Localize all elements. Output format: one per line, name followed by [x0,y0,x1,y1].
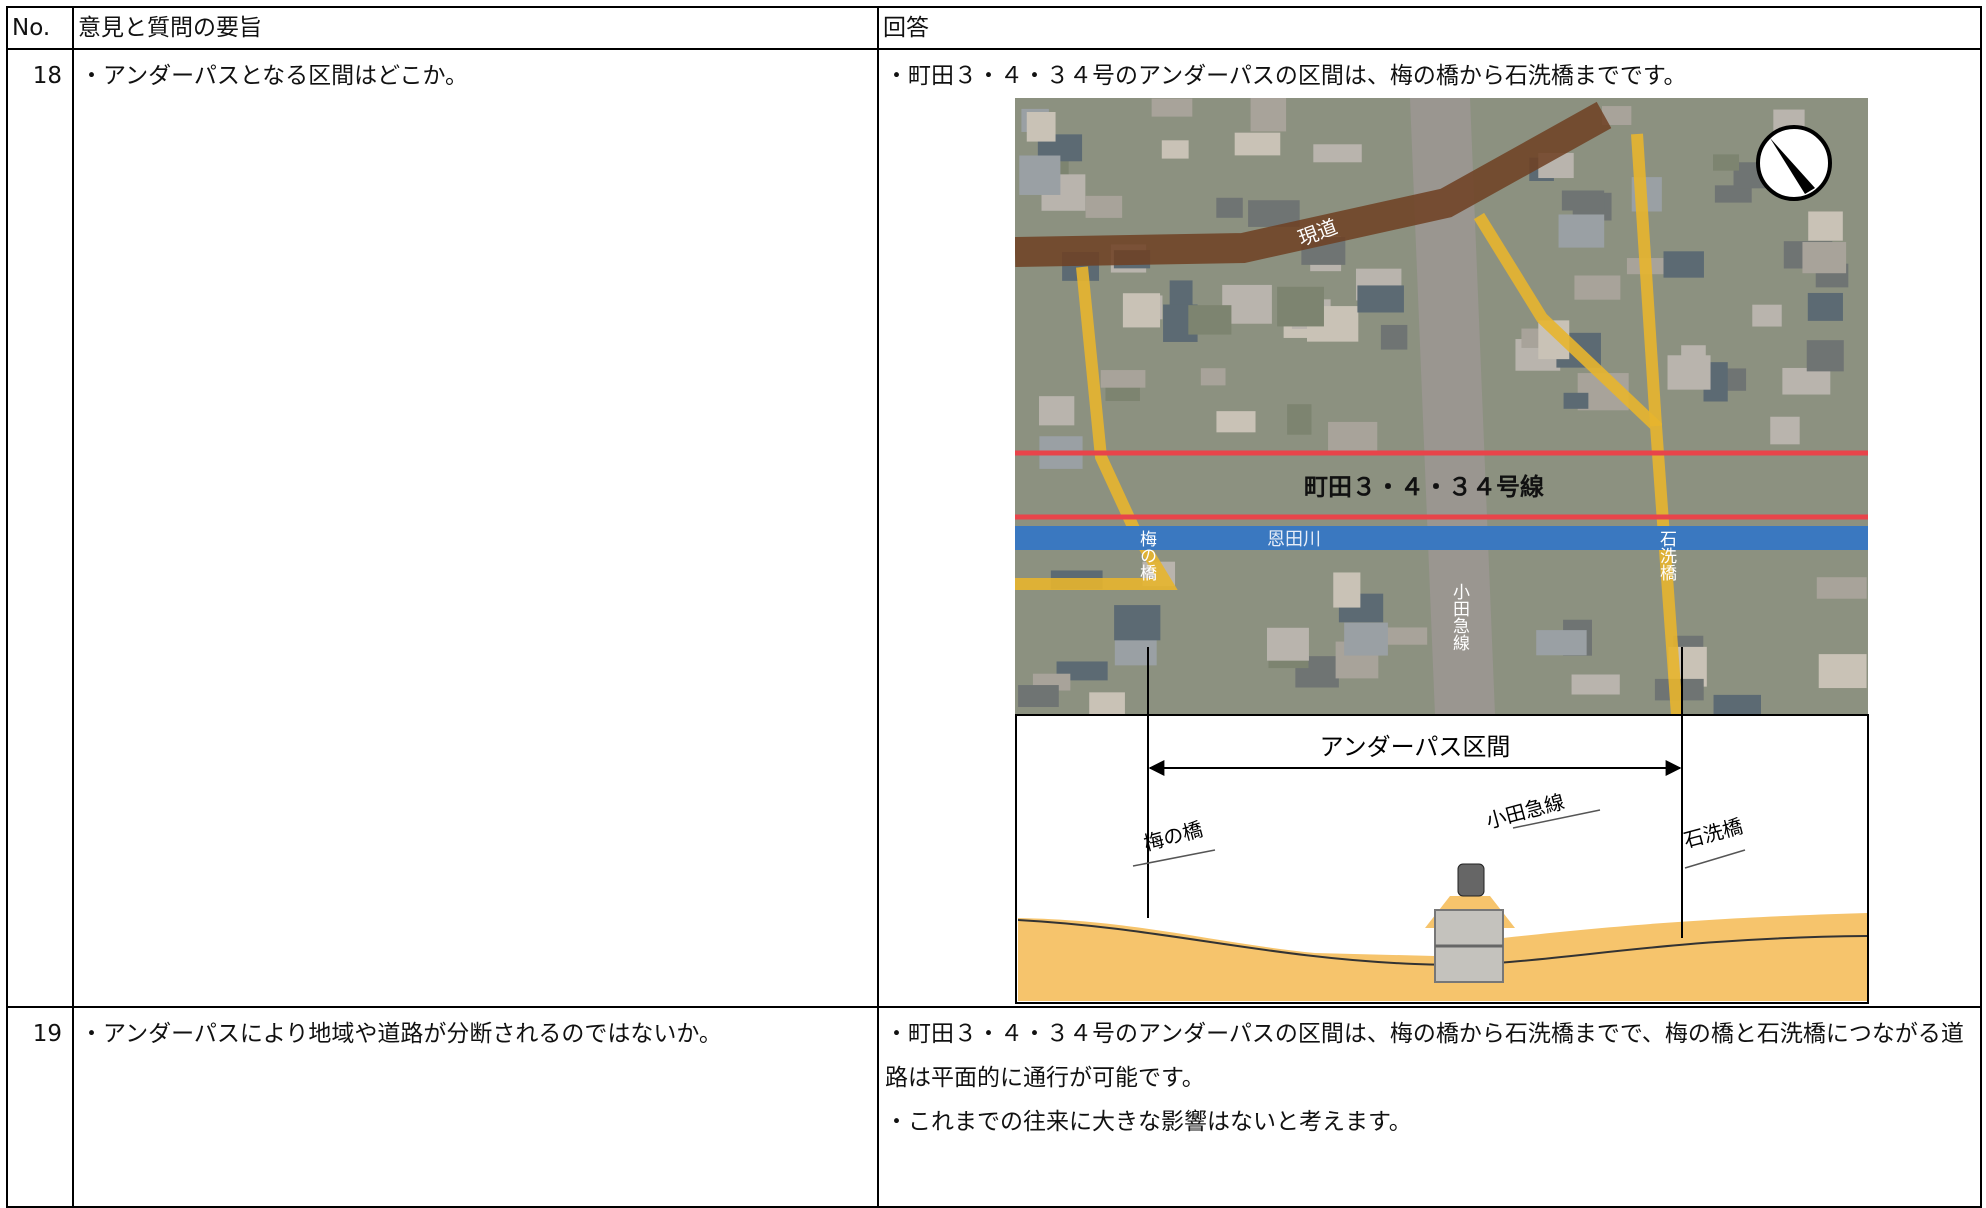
header-cell: No. [6,6,74,50]
rooftop [1085,195,1123,218]
question: ・アンダーパスとなる区間はどこか。 [72,48,879,1008]
rooftop [1713,154,1740,171]
rooftop [1601,106,1632,125]
rooftop [1802,242,1847,274]
rooftop [1277,286,1324,327]
row-number: 19 [6,1006,74,1208]
railway-track [1410,98,1495,715]
rooftop [1536,630,1587,656]
rooftop [1287,404,1312,435]
rooftop [1344,622,1388,656]
rooftop [1333,572,1361,608]
rooftop [1571,674,1620,695]
rooftop [1357,285,1404,313]
rooftop [1313,144,1362,163]
header-row: No. 意見と質問の要旨 回答 [6,6,1982,50]
row: 19 ・アンダーパスにより地域や道路が分断されるのではないか。 ・町田３・４・３… [6,1006,1982,1208]
rooftop [1026,111,1056,142]
rooftop [1019,155,1061,195]
bridge-label: 梅の橋 [1136,530,1157,582]
rooftop [1328,421,1378,451]
rooftop [1667,355,1711,390]
rooftop [1216,411,1256,433]
river-label: 恩田川 [1267,529,1321,550]
rooftop [1105,384,1140,402]
rooftop [1161,140,1189,159]
rooftop [1818,654,1867,689]
header-cell: 意見と質問の要旨 [72,6,879,50]
figure: 現道 町田３・４・３４号線 恩田川 梅の橋 石洗橋 小田急線 アンダーパス区間 … [1015,98,1869,1004]
rooftop [1807,292,1843,321]
local-road [1473,212,1683,716]
rooftop [1216,197,1243,218]
river [1015,526,1868,550]
rooftop [1114,637,1157,666]
rooftop [1782,367,1831,395]
rooftop [1563,392,1589,409]
rooftop [1558,214,1605,248]
answer-line: ・これまでの往来に大きな影響はないと考えます。 [885,1109,1412,1135]
row-number: 18 [6,48,74,1008]
answer-line: ・町田３・４・３４号のアンダーパスの区間は、梅の橋から石洗橋までです。 [885,63,1687,89]
compass [1756,125,1832,201]
railway-label: 小田急線 [1449,583,1470,651]
rooftop [1100,370,1146,388]
rooftop [1770,416,1800,445]
rooftop [1714,185,1752,203]
rooftop [1574,275,1621,300]
rooftop [1663,251,1704,278]
rooftop [1234,132,1281,156]
rooftop [1122,293,1161,328]
rooftop [1808,211,1843,241]
answer-line: ・町田３・４・３４号のアンダーパスの区間は、梅の橋から石洗橋までで、梅の橋と石洗… [885,1021,1964,1091]
rooftop [1039,396,1075,426]
answer: ・町田３・４・３４号のアンダーパスの区間は、梅の橋から石洗橋までで、梅の橋と石洗… [877,1006,1982,1208]
header-cell: 回答 [877,6,1982,50]
route-label: 町田３・４・３４号線 [1304,473,1544,501]
rooftop [1752,304,1782,327]
bridge-label: 石洗橋 [1656,530,1677,582]
rooftop [1018,685,1059,708]
rooftop [1114,605,1161,641]
local-road [1631,133,1662,427]
rooftop [1250,98,1287,132]
rooftop [1816,577,1867,599]
question: ・アンダーパスにより地域や道路が分断されるのではないか。 [72,1006,879,1208]
underpass-label: アンダーパス区間 [1320,733,1511,761]
rooftop [1806,340,1844,372]
rooftop [1200,368,1226,386]
rooftop [1561,190,1605,211]
rooftop [1266,627,1309,661]
rooftop [1169,280,1193,311]
existing-road [1015,101,1612,267]
rooftop [1383,627,1428,645]
section-diagram [1015,647,1869,1004]
rooftop [1188,305,1232,335]
rooftop [1151,98,1193,117]
rooftop [1380,324,1408,350]
